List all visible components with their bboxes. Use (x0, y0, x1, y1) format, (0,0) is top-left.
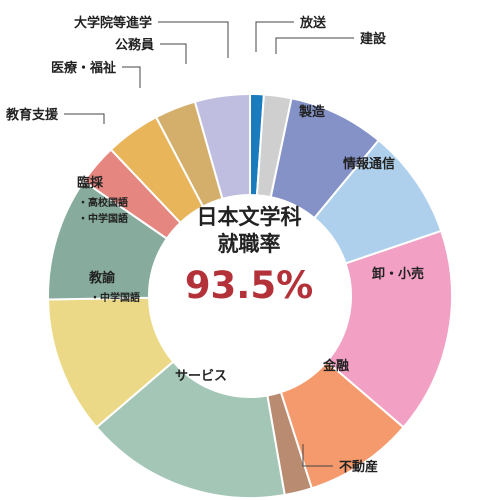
leader-line-6 (302, 444, 333, 467)
slice-label-5: 金融 (322, 358, 349, 374)
leader-line-0 (255, 21, 294, 52)
slice-4 (325, 229, 453, 429)
center-title-line1: 日本文学科 (197, 205, 302, 229)
slice-label-2: 製造 (298, 104, 326, 120)
slice-label-11: 医療・福祉 (51, 60, 116, 76)
slice-label-1: 建設 (360, 31, 387, 47)
leader-line-group (64, 21, 354, 467)
slice-label-10: 教育支援 (5, 107, 59, 123)
slice-label-7: サービス (175, 368, 227, 384)
slice-label-12: 公務員 (115, 37, 154, 53)
center-rate-value: 93.5% (185, 264, 313, 307)
slice-label-13: 大学院等進学 (74, 15, 152, 31)
slice-label-6: 不動産 (339, 459, 378, 475)
center-title-line2: 就職率 (218, 232, 281, 256)
leader-line-11 (122, 66, 141, 88)
slice-label-9: 臨採 (77, 175, 104, 191)
slice-sublabel-9-0: ・高校国語 (78, 196, 128, 209)
leader-line-12 (160, 43, 187, 64)
slice-13 (193, 92, 251, 201)
slice-sublabel-9-1: ・中学国語 (78, 212, 128, 225)
leader-line-1 (275, 37, 354, 54)
center-text-group: 日本文学科 就職率 93.5% (185, 205, 313, 307)
slice-label-4: 卸・小売 (372, 266, 424, 282)
slice-7 (95, 360, 286, 499)
slice-label-0: 放送 (299, 15, 327, 31)
leader-line-10 (64, 113, 105, 124)
slice-label-8: 教諭 (88, 270, 116, 286)
slice-group (47, 92, 453, 499)
slice-label-3: 情報通信 (343, 156, 395, 172)
slice-sublabel-8-0: ・中学国語 (90, 291, 140, 304)
leader-line-13 (158, 21, 229, 58)
